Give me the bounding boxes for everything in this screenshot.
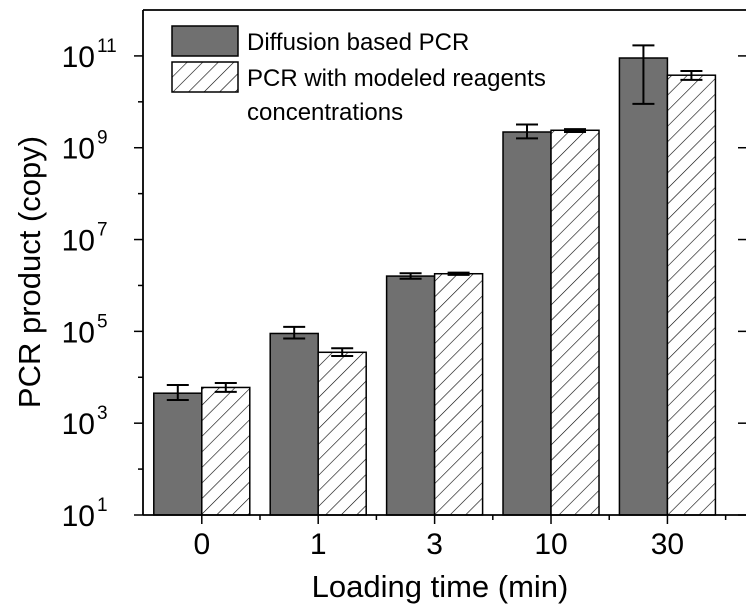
- x-tick-label-1: 1: [310, 528, 327, 561]
- y-tick-label-9: 10: [62, 133, 95, 166]
- bars-layer: [153, 57, 717, 516]
- bar-diffusion-30: [618, 57, 669, 516]
- bar-diffusion-1: [269, 332, 319, 516]
- legend-label-diffusion: Diffusion based PCR: [247, 29, 469, 56]
- bar-modeled-30: [666, 74, 717, 516]
- y-tick-label-3: 10: [62, 408, 95, 441]
- y-tick-label-5: 10: [62, 316, 95, 349]
- x-axis-title: Loading time (min): [312, 569, 569, 604]
- error-bar-modeled-10: [564, 128, 587, 134]
- error-bar-modeled-3: [447, 271, 470, 276]
- y-tick-label-7: 10: [62, 225, 95, 258]
- bar-modeled-3: [433, 272, 484, 516]
- bar-modeled-1: [317, 351, 367, 516]
- y-axis-title: PCR product (copy): [12, 136, 47, 408]
- error-bar-diffusion-3: [399, 272, 422, 280]
- error-bar-modeled-0: [214, 382, 237, 393]
- axes-layer: [142, 9, 746, 516]
- bar-diffusion-10: [502, 131, 552, 516]
- legend-label-modeled-line2: concentrations: [247, 99, 403, 126]
- y-tick-exponent-7: 7: [97, 220, 108, 241]
- y-tick-exponent-11: 11: [97, 36, 117, 57]
- error-bar-diffusion-0: [166, 383, 189, 401]
- y-tick-label-11: 10: [62, 41, 95, 74]
- y-tick-exponent-5: 5: [97, 311, 108, 332]
- error-bar-modeled-1: [331, 347, 354, 358]
- legend: Diffusion based PCR PCR with modeled rea…: [171, 25, 546, 126]
- legend-swatch-modeled: [171, 61, 239, 93]
- x-tick-label-0: 0: [193, 528, 210, 561]
- y-tick-exponent-1: 1: [97, 495, 108, 516]
- legend-swatch-diffusion: [171, 25, 239, 57]
- legend-label-modeled-line1: PCR with modeled reagents: [247, 65, 546, 92]
- x-tick-label-30: 30: [651, 528, 684, 561]
- bar-diffusion-0: [153, 392, 203, 516]
- error-bar-diffusion-30: [632, 44, 655, 105]
- y-tick-exponent-9: 9: [97, 128, 108, 149]
- error-bar-modeled-30: [680, 69, 703, 81]
- bar-modeled-0: [201, 386, 251, 516]
- x-tick-label-3: 3: [426, 528, 443, 561]
- error-bar-diffusion-10: [516, 123, 539, 140]
- x-tick-label-10: 10: [534, 528, 567, 561]
- error-bars-layer: [166, 44, 703, 401]
- error-bar-diffusion-1: [283, 325, 306, 340]
- y-tick-label-1: 10: [62, 500, 95, 533]
- bar-modeled-10: [550, 129, 600, 516]
- bar-diffusion-3: [385, 275, 436, 516]
- y-tick-exponent-3: 3: [97, 403, 108, 424]
